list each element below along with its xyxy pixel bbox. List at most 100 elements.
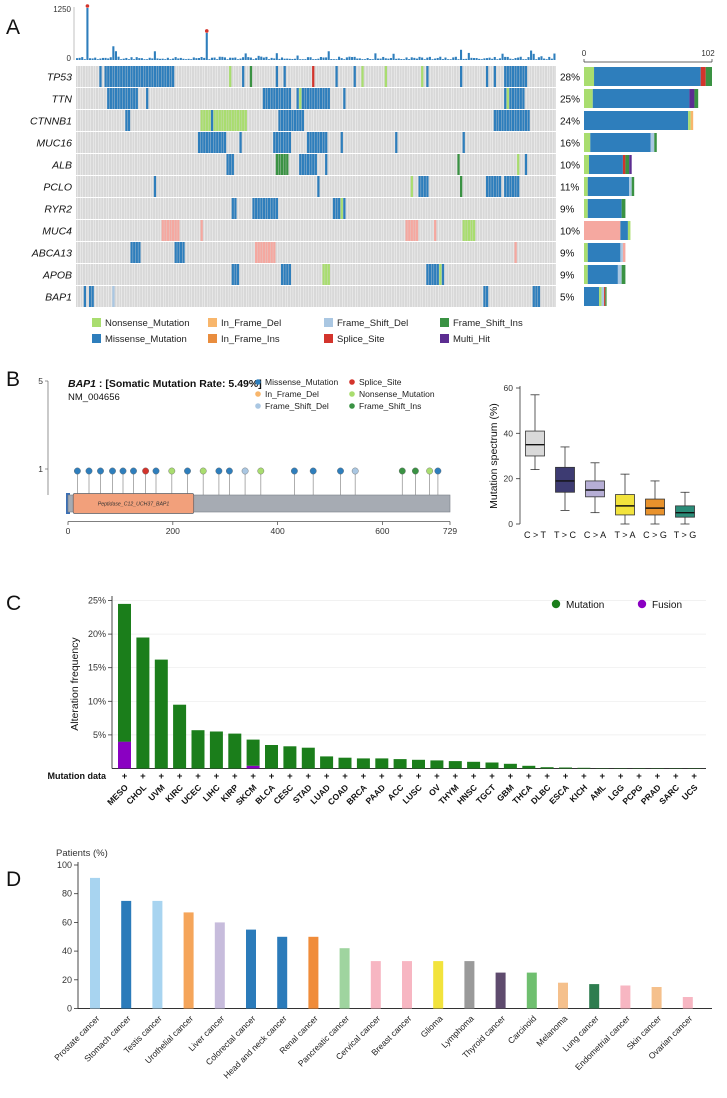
gene-count-seg <box>587 177 630 196</box>
tmb-bar <box>374 53 377 60</box>
tmb-bar <box>428 56 431 60</box>
oncoprint-cell <box>509 88 512 109</box>
oncoprint-cell <box>231 154 234 175</box>
oncoprint-cell <box>278 110 281 131</box>
legend-dot-splice <box>349 379 355 385</box>
oncoprint-cell <box>166 66 170 87</box>
lollipop-accession: NM_004656 <box>68 392 120 403</box>
oncoprint-cell <box>174 220 177 241</box>
tmb-bar <box>356 58 359 60</box>
altfreq-xtick-label: MESO <box>105 782 130 807</box>
mutation-bar <box>118 603 131 742</box>
box-xtick-label: T > C <box>554 530 577 540</box>
lollipop-point-frameshift_ins <box>398 467 406 475</box>
mutation-data-plus: + <box>673 771 679 782</box>
gene-count-seg <box>689 89 695 108</box>
altfreq-xtick-label: CHOL <box>124 782 148 806</box>
oncoprint-cell <box>319 132 323 153</box>
oncoprint-cell <box>286 110 289 131</box>
altfreq-ytick-label: 15% <box>88 663 106 673</box>
lollipop-point-missense <box>85 467 93 475</box>
oncoprint-cell <box>299 154 302 175</box>
oncoprint-cell <box>511 88 515 109</box>
tmb-bar <box>421 57 424 60</box>
oncoprint-cell <box>509 66 512 87</box>
tmb-bar <box>262 57 265 60</box>
oncoprint-cell <box>283 132 286 153</box>
legend-swatch-inframe_del <box>208 318 217 327</box>
mutation-data-plus: + <box>636 771 642 782</box>
altfreq-ytick-label: 10% <box>88 696 106 706</box>
oncoprint-cell <box>483 286 486 307</box>
tmb-bar <box>291 58 294 60</box>
oncoprint-cell <box>203 132 206 153</box>
box-xtick-label: C > G <box>643 530 667 540</box>
patients-bar <box>526 972 537 1009</box>
oncoprint-cell <box>270 198 273 219</box>
tmb-bar <box>444 57 447 60</box>
legend-swatch-splice <box>324 334 333 343</box>
altfreq-xtick-label: LUSC <box>400 782 423 805</box>
oncoprint-cell <box>327 88 330 109</box>
oncoprint-cell <box>434 220 437 241</box>
gene-count-seg <box>625 155 630 174</box>
oncoprint-cell <box>506 110 509 131</box>
oncoprint-cell <box>327 264 330 285</box>
oncoprint-cell <box>485 176 489 197</box>
patients-bar <box>620 985 631 1009</box>
oncoprint-cell <box>262 198 266 219</box>
oncoprint-cell <box>288 264 291 285</box>
tmb-bar <box>361 59 364 60</box>
oncoprint-cell <box>514 88 517 109</box>
oncoprint-cell <box>517 176 520 197</box>
lollipop-point-missense <box>337 467 344 475</box>
patients-bar <box>402 961 412 1009</box>
gene-count-seg <box>584 177 588 196</box>
oncoprint-cell <box>221 110 224 131</box>
gene-percent: 9% <box>560 249 575 260</box>
oncoprint-cell <box>91 286 94 307</box>
oncoprint-cell <box>135 66 138 87</box>
oncoprint-cell <box>280 88 284 109</box>
oncoprint-cell <box>325 154 328 175</box>
oncoprint-cell <box>493 66 496 87</box>
patients-bar <box>277 936 288 1009</box>
tmb-bar <box>229 57 232 60</box>
oncoprint-cell <box>291 110 294 131</box>
oncoprint-cell <box>524 154 528 175</box>
mutation-data-plus: + <box>287 771 293 782</box>
tmb-spike-dot <box>85 4 90 8</box>
oncoprint-cell <box>138 66 141 87</box>
oncoprint-cell <box>260 198 263 219</box>
tmb-ytick-min: 0 <box>67 54 72 63</box>
gene-count-seg <box>617 265 622 284</box>
oncoprint-cell <box>517 66 520 87</box>
tmb-bar <box>205 32 208 60</box>
tmb-bar <box>143 59 146 60</box>
oncoprint-cell <box>322 132 325 153</box>
oncoprint-cell <box>268 88 271 109</box>
legend-label: Frame_Shift_Ins <box>453 318 523 329</box>
gene-count-seg <box>584 155 590 174</box>
gene-count-tick-label: 102 <box>701 49 715 58</box>
mutation-bar <box>503 763 517 769</box>
oncoprint-cell <box>161 220 164 241</box>
lollipop-point-frameshift_del <box>351 467 359 475</box>
oncoprint-cell <box>467 220 471 241</box>
tmb-bar <box>415 58 418 60</box>
oncoprint-cell <box>226 110 229 131</box>
tmb-bar <box>452 57 455 60</box>
tmb-bar <box>203 57 206 60</box>
patients-ytick-label: 60 <box>62 917 72 927</box>
altfreq-xtick-label: UVM <box>146 782 166 802</box>
oncoprint-cell <box>107 88 110 109</box>
oncoprint-cell <box>268 198 271 219</box>
oncoprint-cell <box>213 110 216 131</box>
tmb-bar <box>524 59 527 60</box>
oncoprint-cell <box>231 264 234 285</box>
mutation-data-plus: + <box>122 771 128 782</box>
tmb-bar <box>462 58 465 60</box>
oncoprint-row-bg <box>76 176 556 197</box>
tmb-bar <box>174 57 177 60</box>
tmb-bar <box>379 58 382 60</box>
